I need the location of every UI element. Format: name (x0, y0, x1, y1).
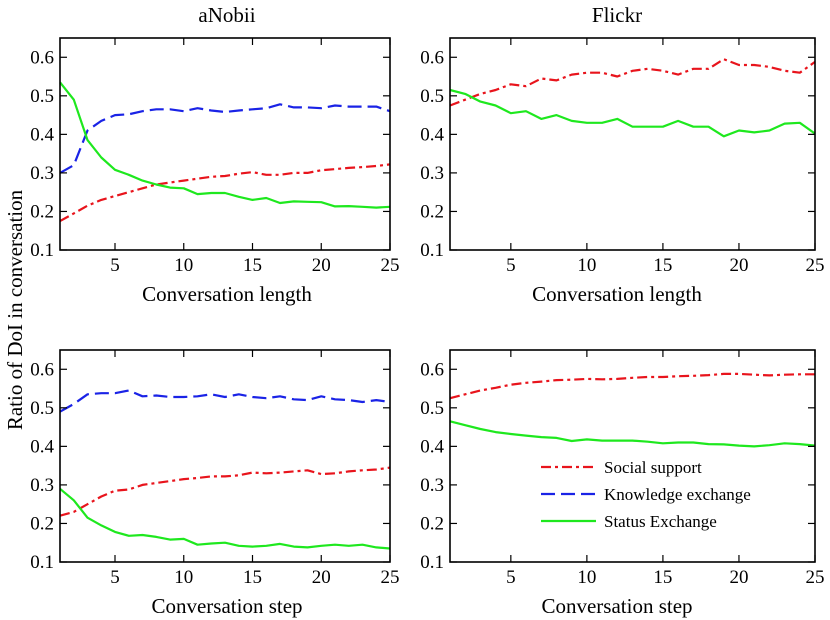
series-line-knowledge-exchange (59, 103, 391, 174)
series-line-status-exchange (59, 487, 391, 550)
x-tick-label: 20 (729, 567, 748, 588)
y-tick-label: 0.6 (30, 47, 54, 68)
plot-frame (449, 349, 816, 563)
x-tick-label: 20 (312, 567, 331, 588)
legend: Social support Knowledge exchange Status… (541, 458, 751, 531)
y-tick-label: 0.4 (420, 436, 444, 457)
panel-anobii-length: 5 10 15 20 25 0.1 0.2 0.3 0.4 0.5 0.6 (30, 37, 400, 276)
y-tick-label: 0.6 (420, 359, 444, 380)
y-tick-label: 0.2 (420, 513, 444, 534)
x-tick-label: 25 (806, 567, 825, 588)
plot-frame (59, 349, 391, 563)
y-tick-label: 0.4 (420, 124, 444, 145)
panel-flickr-step: 5 10 15 20 25 0.1 0.2 0.3 0.4 0.5 0.6 (420, 349, 825, 588)
x-axis-label-flickr: Conversation length (532, 282, 702, 306)
y-tick-label: 0.5 (420, 398, 444, 419)
legend-label-status-exchange: Status Exchange (604, 512, 717, 531)
y-tick-label: 0.1 (30, 552, 54, 573)
series-line-social-support (59, 163, 391, 223)
series-line-social-support (59, 466, 391, 517)
x-tick-label: 20 (729, 255, 748, 276)
y-tick-label: 0.3 (30, 475, 54, 496)
series-line-social-support (449, 58, 816, 107)
panel-title-flickr: Flickr (592, 3, 642, 27)
plot-frame (449, 37, 816, 251)
y-tick-label: 0.3 (420, 163, 444, 184)
y-tick-label: 0.1 (420, 240, 444, 261)
x-tick-label: 10 (174, 567, 193, 588)
series-line-status-exchange (449, 420, 816, 448)
plot-frame (59, 37, 391, 251)
y-tick-label: 0.3 (420, 475, 444, 496)
series-line-social-support (449, 372, 815, 400)
y-axis-label: Ratio of DoI in conversation (3, 189, 27, 430)
x-tick-label: 15 (243, 255, 262, 276)
x-tick-label: 25 (381, 567, 400, 588)
x-tick-label: 5 (110, 567, 120, 588)
x-tick-label: 10 (577, 255, 596, 276)
y-tick-label: 0.3 (30, 163, 54, 184)
series-line-status-exchange (59, 81, 391, 209)
y-tick-label: 0.6 (30, 359, 54, 380)
x-tick-label: 25 (381, 255, 400, 276)
y-tick-label: 0.5 (420, 86, 444, 107)
panel-flickr-length: 5 10 15 20 25 0.1 0.2 0.3 0.4 0.5 0.6 (420, 37, 825, 276)
legend-label-social-support: Social support (604, 458, 702, 477)
x-tick-label: 15 (653, 255, 672, 276)
y-tick-label: 0.1 (30, 240, 54, 261)
y-tick-label: 0.2 (30, 201, 54, 222)
x-axis-label-anobii: Conversation length (142, 282, 312, 306)
x-tick-label: 5 (506, 567, 516, 588)
x-tick-label: 15 (653, 567, 672, 588)
x-axis-label-anobii-step: Conversation step (151, 594, 302, 618)
y-tick-label: 0.6 (420, 47, 444, 68)
x-tick-label: 10 (577, 567, 596, 588)
panel-title-anobii: aNobii (198, 3, 255, 27)
x-axis-label-flickr-step: Conversation step (541, 594, 692, 618)
y-tick-label: 0.5 (30, 398, 54, 419)
y-tick-label: 0.5 (30, 86, 54, 107)
x-tick-label: 5 (110, 255, 120, 276)
x-tick-label: 5 (506, 255, 516, 276)
x-tick-label: 10 (174, 255, 193, 276)
series-line-status-exchange (449, 88, 816, 138)
x-tick-label: 20 (312, 255, 331, 276)
y-tick-label: 0.2 (420, 201, 444, 222)
x-tick-label: 15 (243, 567, 262, 588)
y-tick-label: 0.2 (30, 513, 54, 534)
x-tick-label: 25 (806, 255, 825, 276)
legend-label-knowledge-exchange: Knowledge exchange (604, 485, 751, 504)
y-tick-label: 0.4 (30, 124, 54, 145)
y-tick-label: 0.1 (420, 552, 444, 573)
series-line-knowledge-exchange (59, 389, 391, 413)
y-tick-label: 0.4 (30, 436, 54, 457)
panel-anobii-step: 5 10 15 20 25 0.1 0.2 0.3 0.4 0.5 0.6 (30, 349, 400, 588)
